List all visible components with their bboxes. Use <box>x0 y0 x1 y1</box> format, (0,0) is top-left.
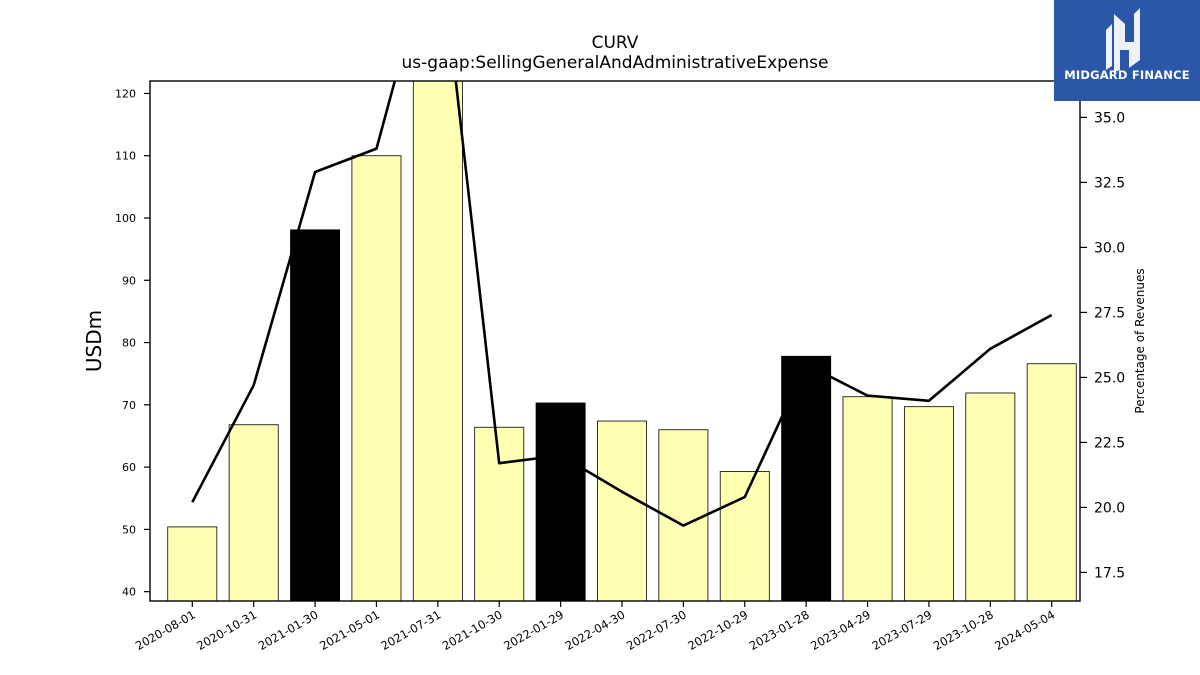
x-tick-label: 2021-05-01 <box>317 607 382 653</box>
bar-2022-10-29 <box>719 471 770 601</box>
x-tick-label: 2023-07-29 <box>870 607 935 653</box>
y-tick-label: 50 <box>122 523 136 536</box>
y2-axis-label: Percentage of Revenues <box>1133 268 1147 413</box>
y2-tick-label: 32.5 <box>1094 175 1125 191</box>
chart-subtitle: us-gaap:SellingGeneralAndAdministrativeE… <box>402 53 829 73</box>
x-tick-label: 2020-08-01 <box>133 607 198 653</box>
x-tick-label: 2023-04-29 <box>808 607 873 653</box>
plot-frame <box>149 80 1081 602</box>
x-tick-label: 2022-01-29 <box>501 607 566 653</box>
percentage-line-group <box>191 81 1053 527</box>
x-tick-label: 2021-01-30 <box>256 607 321 653</box>
y2-tick-label: 22.5 <box>1094 435 1125 451</box>
y2-tick-label: 30.0 <box>1094 240 1125 256</box>
y2-tick-label: 17.5 <box>1094 565 1125 581</box>
bar-2022-04-30 <box>597 420 647 601</box>
x-tick-label: 2021-10-30 <box>440 607 505 653</box>
x-tick-label: 2023-01-28 <box>747 607 812 653</box>
y2-tick-label: 20.0 <box>1094 500 1125 516</box>
bar-2020-10-31 <box>228 424 279 601</box>
y-axis-label: USDm <box>82 310 106 372</box>
y-tick-label: 60 <box>122 461 136 474</box>
y-tick-label: 40 <box>122 586 136 599</box>
x-tick-label: 2022-04-30 <box>563 607 628 653</box>
bars-group <box>167 81 1077 601</box>
bar-2023-01-28 <box>781 355 832 601</box>
y-tick-label: 80 <box>122 337 136 350</box>
x-tick-label: 2023-10-28 <box>931 607 996 653</box>
bar-2024-05-04 <box>1026 363 1077 601</box>
percentage-line <box>191 81 1053 527</box>
y2-tick-label: 35.0 <box>1094 110 1125 126</box>
chart-title: CURV <box>592 33 639 53</box>
bar-2022-01-29 <box>535 402 586 601</box>
bar-2021-05-01 <box>351 155 402 601</box>
y-tick-label: 90 <box>122 274 136 287</box>
x-tick-label: 2022-10-29 <box>685 607 750 653</box>
y-tick-label: 100 <box>115 212 136 225</box>
bar-2023-10-28 <box>965 392 1016 601</box>
x-tick-label: 2022-07-30 <box>624 607 689 653</box>
logo-text: MIDGARD FINANCE <box>1064 68 1190 82</box>
midgard-finance-logo: MIDGARD FINANCE <box>1054 0 1200 101</box>
bar-2023-04-29 <box>842 396 893 601</box>
y-tick-label: 110 <box>115 150 136 163</box>
x-tick-label: 2020-10-31 <box>194 607 259 653</box>
x-tick-label: 2024-05-04 <box>992 607 1057 653</box>
bar-2021-01-30 <box>290 229 341 601</box>
y2-tick-label: 25.0 <box>1094 370 1125 386</box>
y2-tick-label: 27.5 <box>1094 305 1125 321</box>
y-tick-label: 120 <box>115 87 136 100</box>
bar-2021-07-31 <box>412 81 463 601</box>
y-tick-label: 70 <box>122 399 136 412</box>
x-tick-label: 2021-07-31 <box>378 607 443 653</box>
logo-mark-icon <box>1106 8 1140 72</box>
bar-2023-07-29 <box>903 406 954 601</box>
bar-2020-08-01 <box>167 526 218 601</box>
